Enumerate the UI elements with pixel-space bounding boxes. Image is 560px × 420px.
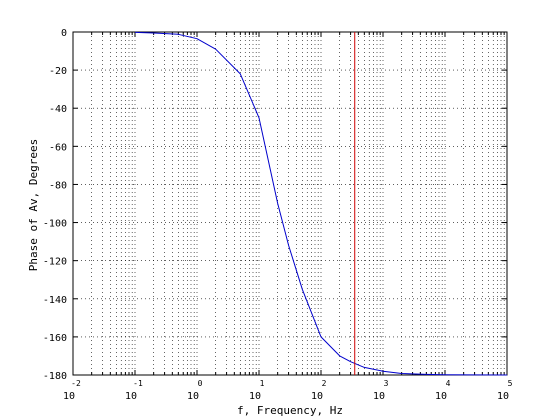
ticks (73, 31, 507, 376)
y-tick-label: -140 (43, 295, 67, 306)
y-tick-label: 0 (61, 28, 67, 39)
y-axis-label: Phase of Av, Degrees (27, 139, 40, 271)
y-tick-label: -80 (49, 180, 67, 191)
x-tick-label: 10 (497, 391, 509, 402)
x-tick-label: 10 (311, 391, 323, 402)
tick-labels: 0-20-40-60-80-100-120-140-160-180-210-11… (43, 28, 513, 402)
x-tick-exponent: 5 (508, 379, 513, 388)
x-tick-label: 10 (125, 391, 137, 402)
x-tick-exponent: 3 (384, 379, 389, 388)
y-tick-label: -100 (43, 219, 67, 230)
y-tick-label: -40 (49, 104, 67, 115)
x-tick-label: 10 (63, 391, 75, 402)
x-tick-label: 10 (435, 391, 447, 402)
x-tick-label: 10 (249, 391, 261, 402)
axes-frame (72, 31, 508, 376)
y-tick-label: -160 (43, 333, 67, 344)
y-tick-label: -120 (43, 257, 67, 268)
x-tick-label: 10 (373, 391, 385, 402)
x-tick-label: 10 (187, 391, 199, 402)
x-axis-label: f, Frequency, Hz (237, 404, 343, 417)
x-tick-exponent: 0 (198, 379, 203, 388)
phase-curve (134, 31, 508, 376)
series (134, 31, 508, 376)
y-tick-label: -60 (49, 142, 67, 153)
y-tick-label: -20 (49, 66, 67, 77)
y-tick-label: -180 (43, 371, 67, 382)
x-tick-exponent: -2 (71, 379, 81, 388)
x-tick-exponent: 2 (322, 379, 327, 388)
x-tick-exponent: 4 (446, 379, 451, 388)
x-tick-exponent: -1 (133, 379, 143, 388)
grid (73, 32, 507, 375)
x-tick-exponent: 1 (260, 379, 265, 388)
